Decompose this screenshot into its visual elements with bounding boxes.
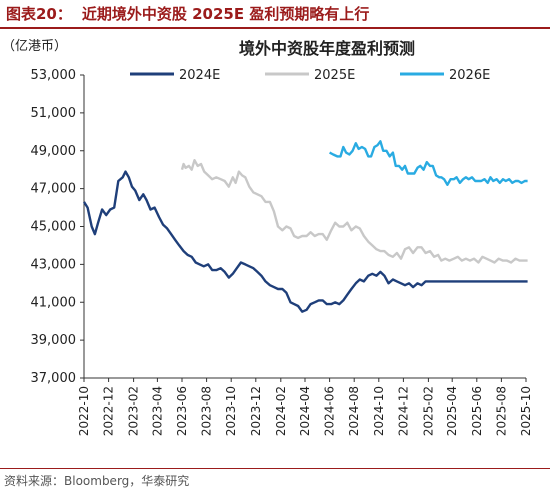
x-tick-label: 2024-10 <box>372 386 386 436</box>
y-tick-label: 47,000 <box>31 182 77 197</box>
y-tick-label: 49,000 <box>31 144 77 159</box>
x-tick-label: 2025-08 <box>494 386 508 436</box>
figure-title: 图表20： 近期境外中资股 2025E 盈利预期略有上行 <box>6 2 369 26</box>
x-tick-label: 2023-06 <box>175 386 189 436</box>
x-tick-label: 2024-02 <box>274 386 288 436</box>
x-tick-label: 2022-10 <box>77 386 91 436</box>
y-tick-label: 39,000 <box>31 333 77 348</box>
x-tick-label: 2023-08 <box>200 386 214 436</box>
x-tick-label: 2024-04 <box>298 386 312 436</box>
y-tick-label: 45,000 <box>31 220 77 235</box>
y-tick-label: 51,000 <box>31 106 77 121</box>
x-tick-label: 2023-10 <box>224 386 238 436</box>
x-tick-label: 2023-12 <box>249 386 263 436</box>
chart-title: 境外中资股年度盈利预测 <box>239 39 415 58</box>
x-tick-label: 2024-08 <box>347 386 361 436</box>
y-tick-label: 43,000 <box>31 257 77 272</box>
x-axis: 2022-10 2022-12 2023-02 2023-04 2023-06 2023-… <box>77 377 533 436</box>
x-tick-label: 2023-04 <box>150 386 164 436</box>
series-lines <box>82 140 528 313</box>
figure-title-text: 近期境外中资股 2025E 盈利预期略有上行 <box>81 5 370 23</box>
x-tick-label: 2025-10 <box>519 386 533 436</box>
legend-label-2026E: 2026E <box>449 68 490 83</box>
x-tick-label: 2025-02 <box>421 386 435 436</box>
x-tick-label: 2022-12 <box>102 386 116 436</box>
line-chart: 境外中资股年度盈利预测 （亿港币） 2024E 2025E 2026E 37,000… <box>2 39 533 436</box>
x-tick-label: 2023-02 <box>127 386 141 436</box>
figure-label: 图表20： <box>6 5 72 23</box>
y-tick-label: 37,000 <box>31 371 77 386</box>
legend-label-2024E: 2024E <box>179 68 220 83</box>
series-line-2025E <box>180 159 528 264</box>
x-tick-label: 2024-06 <box>323 386 337 436</box>
title-rule <box>0 27 550 29</box>
x-tick-label: 2025-04 <box>445 386 459 436</box>
legend: 2024E 2025E 2026E <box>130 68 490 83</box>
y-axis: 37,000 39,000 41,000 43,000 45,000 47,000 49,0… <box>31 68 85 386</box>
legend-label-2025E: 2025E <box>314 68 355 83</box>
x-tick-label: 2025-06 <box>470 386 484 436</box>
x-tick-label: 2024-12 <box>396 386 410 436</box>
series-line-2024E <box>82 170 528 313</box>
y-axis-unit-label: （亿港币） <box>2 39 67 54</box>
y-tick-label: 41,000 <box>31 295 77 310</box>
source-note: 资料来源：Bloomberg，华泰研究 <box>4 474 190 488</box>
source-rule <box>0 468 550 469</box>
y-tick-label: 53,000 <box>31 68 77 83</box>
series-line-2026E <box>329 140 528 186</box>
